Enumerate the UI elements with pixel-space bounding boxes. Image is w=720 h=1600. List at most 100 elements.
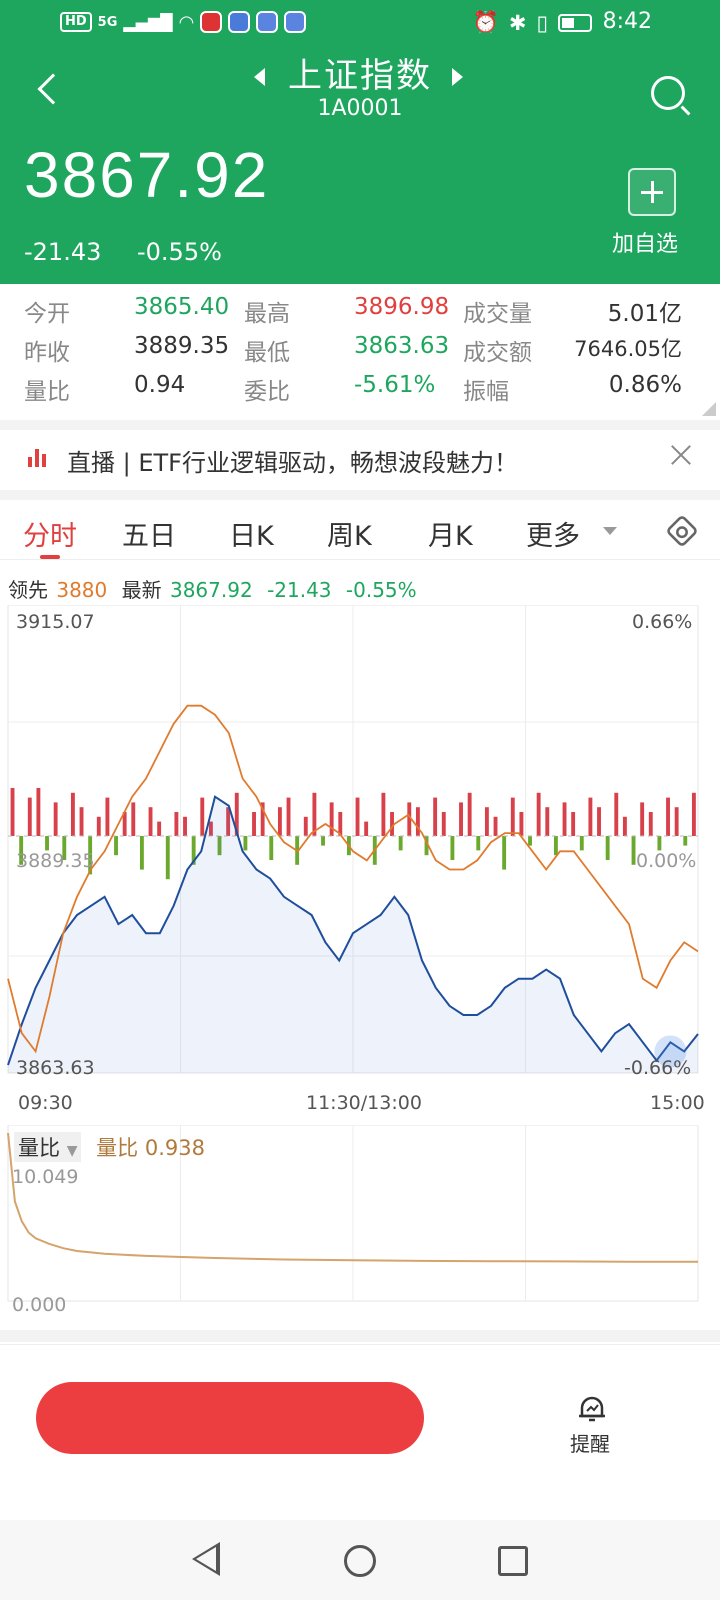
prev-index-icon[interactable] <box>254 68 265 86</box>
y-mid-label: 3889.35 <box>16 850 95 872</box>
latest-value: 3867.92 <box>169 578 253 602</box>
volume-bar <box>553 836 558 856</box>
volume-bar <box>174 812 179 836</box>
quote-value: 0.94 <box>134 372 186 398</box>
volume-bar <box>674 807 679 836</box>
next-index-icon[interactable] <box>452 68 463 86</box>
volume-bar <box>234 792 239 836</box>
volume-bar <box>605 836 610 860</box>
add-watchlist-label[interactable]: 加自选 <box>612 232 679 257</box>
volume-bar <box>631 836 636 865</box>
volume-bar <box>459 802 463 836</box>
ratio-selector[interactable]: 量比 ▼ <box>14 1132 82 1162</box>
volume-bar <box>441 812 446 836</box>
music-app-icon <box>228 11 251 33</box>
hd-indicator: HD <box>60 12 92 32</box>
volume-bar <box>131 802 136 836</box>
volume-bar <box>683 836 688 846</box>
tab-five-day[interactable]: 五日 <box>122 521 176 552</box>
chevron-down-icon[interactable] <box>603 527 617 535</box>
live-banner-text[interactable]: 直播 | ETF行业逻辑驱动，畅想波段魅力！ <box>67 449 518 477</box>
volume-bar <box>502 836 507 870</box>
tab-more[interactable]: 更多 <box>526 521 580 552</box>
volume-bar <box>407 802 412 836</box>
volume-bar <box>579 836 584 851</box>
bottom-action-bar <box>0 1344 720 1524</box>
tab-daily-k[interactable]: 日K <box>229 521 274 552</box>
volume-bar <box>217 836 222 856</box>
battery-icon <box>558 13 592 32</box>
volume-bar <box>260 802 265 836</box>
volume-bar <box>191 836 196 865</box>
volume-bar <box>79 807 84 836</box>
volume-bar <box>597 807 601 836</box>
price-change-pct: -0.55% <box>137 238 222 266</box>
title-wrap: 上证指数 <box>0 48 720 97</box>
latest-change: -21.43 <box>267 578 332 602</box>
divider <box>0 490 720 500</box>
quote-label: 最低 <box>244 340 290 366</box>
ratio-min-label: 0.000 <box>12 1294 67 1316</box>
volume-bar <box>588 797 593 836</box>
volume-bar <box>666 797 670 836</box>
alert-label[interactable]: 提醒 <box>570 1432 610 1456</box>
active-tab-indicator <box>40 555 60 559</box>
index-code: 1A0001 <box>317 96 403 121</box>
volume-bar <box>381 792 386 836</box>
app-icon-2 <box>284 11 307 33</box>
volume-bar <box>329 802 334 836</box>
page-title: 上证指数 <box>288 56 432 96</box>
divider <box>0 1330 720 1342</box>
alert-icon[interactable] <box>576 1394 608 1424</box>
quote-label: 最高 <box>244 301 290 327</box>
wifi-icon: ◠ <box>178 11 195 33</box>
nav-recent-icon[interactable] <box>498 1546 528 1576</box>
volume-bar <box>640 802 645 836</box>
volume-bar <box>208 821 213 836</box>
volume-bar <box>312 792 317 836</box>
tab-intraday[interactable]: 分时 <box>23 521 77 552</box>
alarm-icon: ⏰ <box>472 10 499 34</box>
volume-bar <box>519 812 524 836</box>
nav-home-icon[interactable] <box>344 1545 376 1577</box>
quote-label: 量比 <box>24 379 70 405</box>
volume-bar <box>277 807 282 836</box>
pct-max-label: 0.66% <box>632 611 693 633</box>
volume-bar <box>10 788 15 836</box>
volume-bar <box>571 812 576 836</box>
search-icon[interactable] <box>651 76 685 110</box>
close-icon[interactable] <box>670 444 692 466</box>
volume-bar <box>303 816 308 836</box>
intraday-chart[interactable] <box>0 605 720 1105</box>
status-left-icons: HD 5G ▂▄▆█ ◠ <box>60 11 307 33</box>
clock: 8:42 <box>602 9 652 34</box>
volume-ratio-chart[interactable] <box>0 1125 720 1325</box>
ratio-label: 量比 <box>96 1136 139 1160</box>
volume-bar <box>62 836 67 860</box>
trade-button[interactable] <box>36 1382 424 1454</box>
quote-label: 今开 <box>24 301 70 327</box>
tab-monthly-k[interactable]: 月K <box>428 521 473 552</box>
quote-label: 成交量 <box>463 301 532 327</box>
app-icon <box>256 11 279 33</box>
status-bar: HD 5G ▂▄▆█ ◠ ⏰ ✱ ▯ 8:42 <box>0 0 720 46</box>
lead-line <box>7 704 699 1054</box>
volume-bar <box>691 792 696 836</box>
5g-indicator: 5G <box>97 14 118 30</box>
quote-label: 成交额 <box>463 340 532 366</box>
volume-bar <box>243 836 248 851</box>
quote-grid: 今开 3865.40 最高 3896.98 成交量 5.01亿 昨收 3889.… <box>0 288 720 416</box>
quote-label: 委比 <box>244 379 290 405</box>
nav-back-icon[interactable] <box>192 1542 220 1576</box>
price-line <box>7 795 699 1066</box>
volume-bar <box>19 836 24 865</box>
quote-value: 3865.40 <box>134 294 230 320</box>
quote-label: 昨收 <box>24 340 70 366</box>
tab-weekly-k[interactable]: 周K <box>327 521 372 552</box>
add-watchlist-button[interactable] <box>628 168 676 216</box>
x-label-close: 15:00 <box>650 1092 705 1114</box>
x-label-open: 09:30 <box>18 1092 73 1114</box>
expand-corner-icon[interactable] <box>702 402 716 416</box>
y-min-label: 3863.63 <box>16 1057 95 1079</box>
vibrate-icon: ▯ <box>536 10 548 35</box>
